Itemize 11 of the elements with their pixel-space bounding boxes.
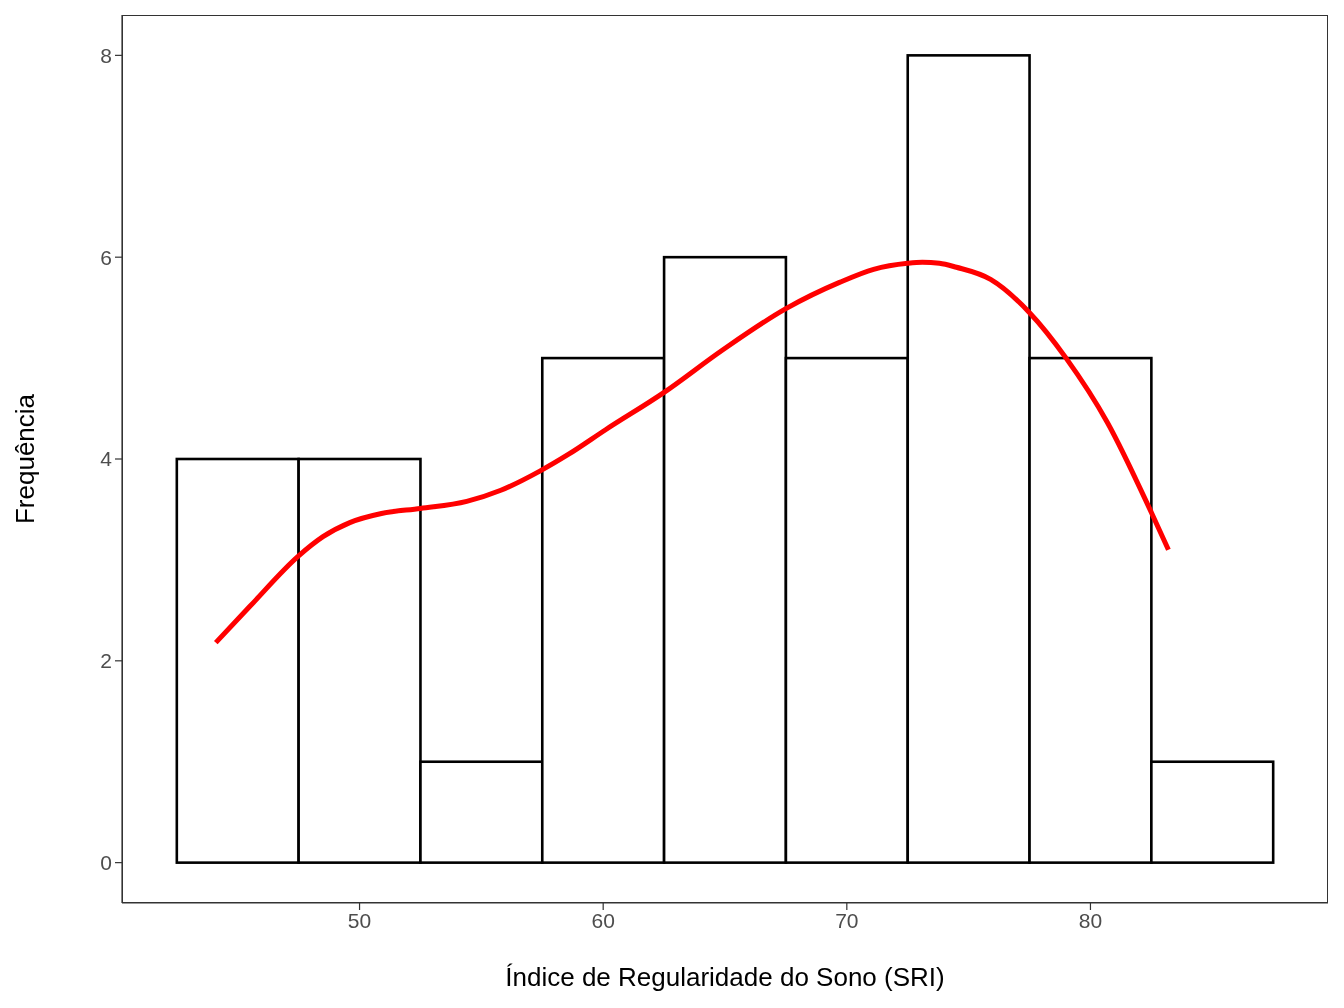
x-axis-title: Índice de Regularidade do Sono (SRI): [505, 962, 945, 992]
y-tick-label: 2: [100, 649, 112, 673]
y-tick-label: 8: [100, 43, 112, 67]
x-tick-label: 60: [591, 908, 615, 932]
y-axis-title: Frequência: [10, 393, 40, 525]
x-tick-label: 70: [835, 908, 859, 932]
x-tick-label: 50: [347, 908, 372, 932]
x-tick-label: 80: [1078, 908, 1103, 932]
y-tick-label: 0: [100, 851, 112, 875]
y-tick-label: 6: [100, 245, 112, 269]
y-tick-label: 4: [100, 447, 113, 471]
